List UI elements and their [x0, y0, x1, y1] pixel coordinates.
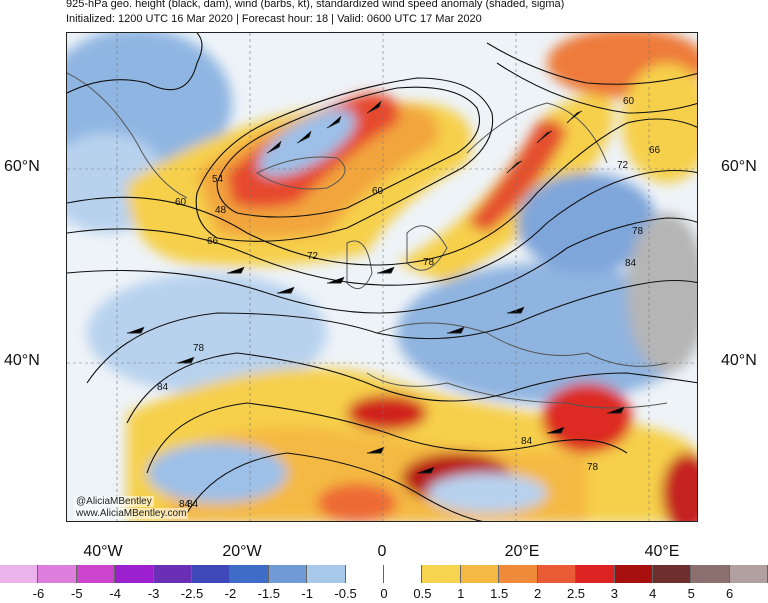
colorbar-tick-label: 0 — [380, 586, 388, 601]
map-panel: 54 48 60 66 72 78 84 60 66 72 78 84 60 7… — [66, 32, 698, 522]
colorbar-swatch — [307, 565, 346, 583]
contour-label: 60 — [175, 197, 187, 208]
colorbar-tick-label: -2 — [224, 586, 237, 601]
colorbar-swatch — [38, 565, 77, 583]
colorbar-tick-label: 2 — [533, 586, 542, 601]
lon-label-0: 0 — [377, 543, 387, 560]
credit-website: www.AliciaMBentley.com — [74, 508, 189, 519]
lat-label-60n-left: 60°N — [4, 158, 40, 175]
contour-label: 84 — [625, 258, 637, 269]
colorbar-tick-label: -5 — [71, 586, 83, 601]
colorbar-swatch — [691, 565, 730, 583]
graticule — [67, 33, 697, 521]
colorbar-tick-label: 4 — [649, 586, 657, 601]
credit-handle: @AliciaMBentley — [74, 496, 154, 507]
colorbar-labels: -6 -5 -4 -3 -2.5 -2 -1.5 -1 -0.5 0 0.5 1 1.5 2 2.5 3 4 5 6 — [0, 586, 768, 602]
colorbar-swatch — [0, 565, 39, 583]
colorbar-swatch — [192, 565, 231, 583]
contour-label: 72 — [617, 160, 629, 171]
contour-label: 72 — [307, 251, 319, 262]
colorbar-tick-label: 3 — [610, 586, 619, 601]
colorbar-swatch — [153, 565, 193, 583]
contour-label: 84 — [187, 499, 199, 510]
weather-map: 54 48 60 66 72 78 84 60 66 72 78 84 60 7… — [67, 33, 697, 521]
contour-label-group: 54 48 60 66 72 78 84 60 66 72 78 84 60 7… — [157, 96, 661, 510]
colorbar-swatch — [537, 565, 577, 583]
coastlines — [67, 72, 668, 409]
lat-label-40n-right: 40°N — [721, 352, 757, 369]
contour-label: 84 — [179, 499, 191, 510]
colorbar-tick-label: 5 — [687, 586, 695, 601]
contour-label: 54 — [212, 174, 224, 185]
wind-barbs — [127, 100, 625, 474]
colorbar-swatch — [460, 565, 500, 583]
colorbar-tick-label: -4 — [109, 586, 121, 601]
contour-label: 78 — [193, 343, 205, 354]
map-title: 925-hPa geo. height (black, dam), wind (… — [66, 0, 565, 10]
colorbar-tick-label: 2.5 — [566, 586, 586, 601]
colorbar-tick-label: 1 — [457, 586, 465, 601]
colorbar-swatch — [499, 565, 538, 583]
colorbar-tick-label: -1.5 — [257, 586, 280, 601]
colorbar-tick-label: -6 — [32, 586, 45, 601]
colorbar-tick-label: 1.5 — [490, 586, 509, 601]
colorbar-swatch — [652, 565, 692, 583]
colorbar-swatch — [422, 565, 461, 583]
map-subtitle: Initialized: 1200 UTC 16 Mar 2020 | Fore… — [66, 13, 482, 25]
colorbar-swatch — [576, 565, 615, 583]
colorbar-swatch — [230, 565, 269, 583]
colorbar-swatch — [76, 565, 116, 583]
colorbar-tick-label: -1 — [301, 586, 313, 601]
contour-label: 84 — [157, 382, 169, 393]
contour-label: 60 — [623, 96, 635, 107]
lon-label-20w: 20°W — [222, 543, 262, 560]
colorbar-tick-label: 6 — [725, 586, 734, 601]
contour-label: 84 — [521, 436, 533, 447]
colorbar-swatch — [384, 565, 423, 583]
lon-label-40w: 40°W — [83, 543, 123, 560]
colorbar-tick-label: -0.5 — [334, 586, 357, 601]
contour-label: 60 — [372, 186, 384, 197]
contour-label: 78 — [587, 462, 599, 473]
lon-label-40e: 40°E — [644, 543, 680, 560]
colorbar-swatch — [345, 565, 385, 583]
contour-label: 66 — [649, 145, 661, 156]
colorbar-tick-label: -3 — [147, 586, 160, 601]
lat-label-40n-left: 40°N — [4, 352, 40, 369]
contour-label: 66 — [207, 236, 219, 247]
anomaly-shading — [67, 33, 697, 521]
colorbar-swatch — [268, 565, 308, 583]
height-contours — [67, 33, 697, 521]
colorbar-swatch — [115, 565, 154, 583]
colorbar-tick-label: -2.5 — [180, 586, 204, 601]
contour-label: 78 — [423, 257, 435, 268]
colorbar — [0, 565, 768, 583]
contour-label: 78 — [632, 226, 644, 237]
contour-label: 48 — [215, 205, 227, 216]
lat-label-60n-right: 60°N — [721, 158, 757, 175]
colorbar-tick-label: 0.5 — [413, 586, 432, 601]
colorbar-swatch — [729, 565, 768, 583]
colorbar-swatch — [614, 565, 653, 583]
lon-label-20e: 20°E — [504, 543, 540, 560]
